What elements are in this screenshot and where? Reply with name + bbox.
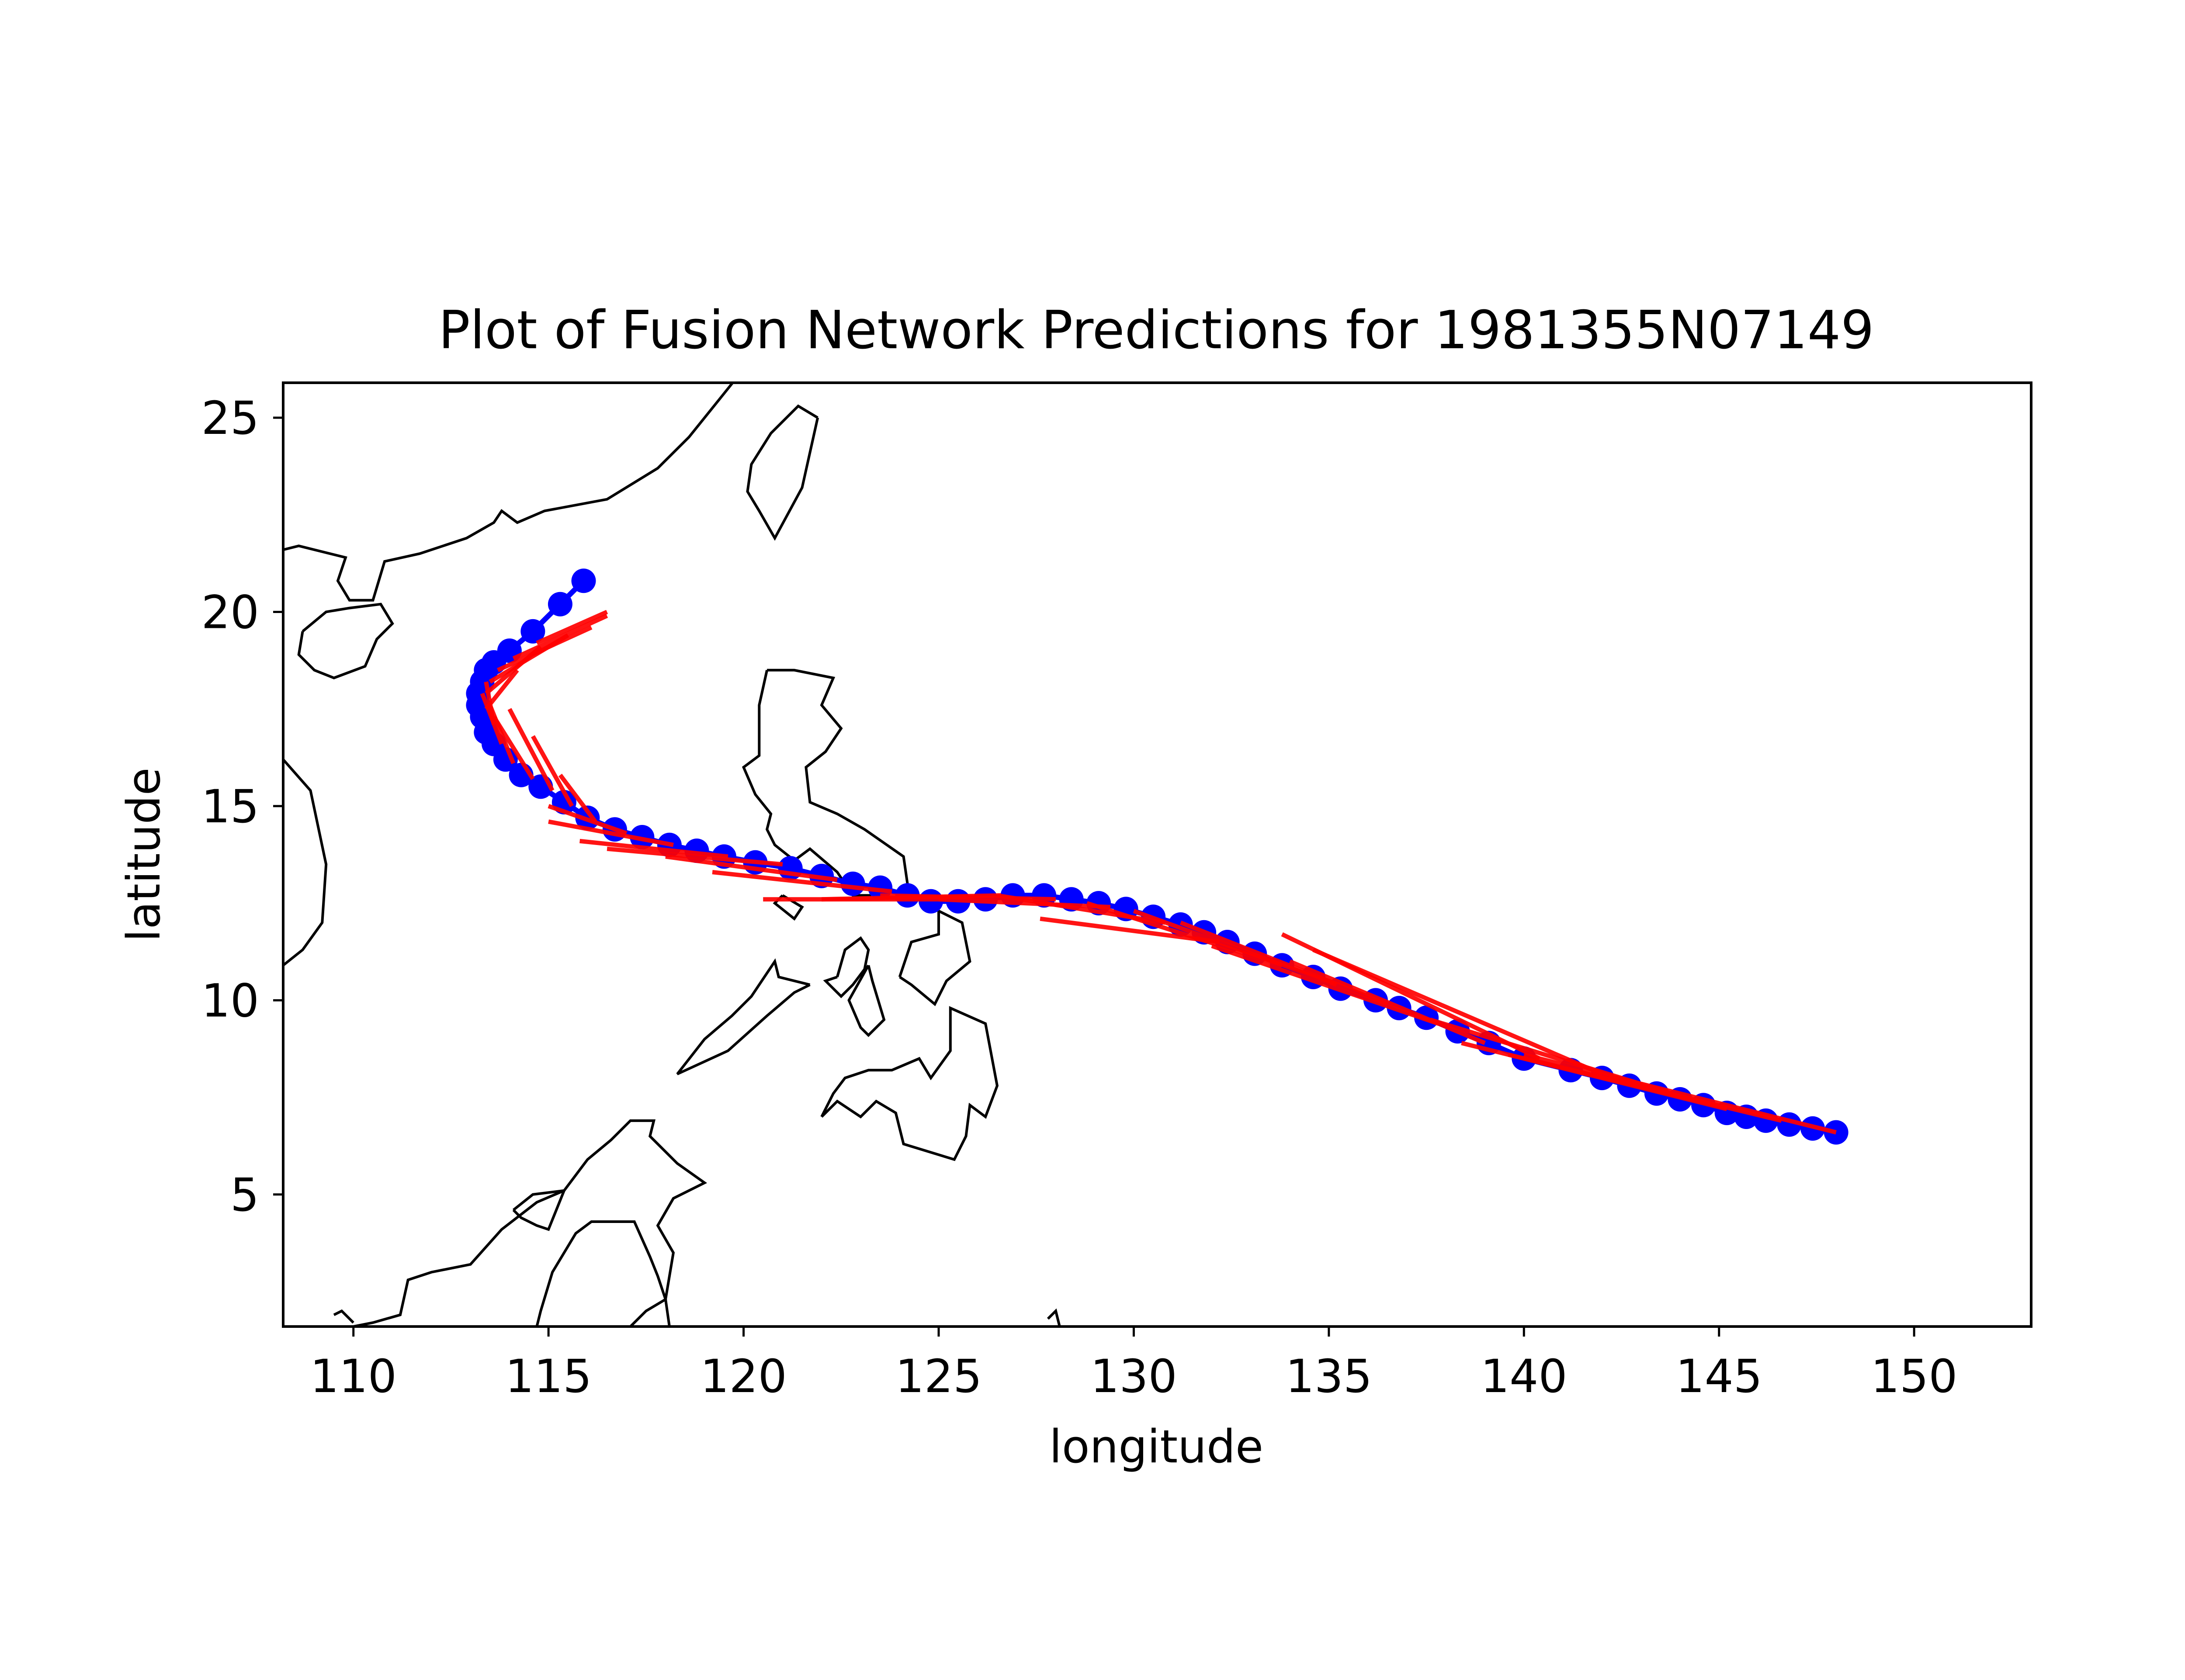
y-tick-label-10: 10 xyxy=(201,974,259,1027)
coastline-1 xyxy=(297,603,394,679)
prediction-segment-7 xyxy=(1211,944,1439,1026)
prediction-segment-5 xyxy=(1281,932,1541,1061)
prediction-segment-17 xyxy=(712,870,892,894)
y-tick-label-25: 25 xyxy=(201,391,259,445)
x-tick-label-125: 125 xyxy=(895,1350,982,1403)
axis-ticks: 110 115 120 125 130 135 140 145 150 5 10 15 20 25 xyxy=(201,391,1958,1403)
prediction-segment-0 xyxy=(1523,1052,1837,1135)
prediction-segment-30 xyxy=(484,669,519,710)
coastline-16 xyxy=(1047,1308,1061,1327)
prediction-segment-21 xyxy=(548,819,674,847)
y-axis-label: latitude xyxy=(117,768,170,942)
prediction-segment-19 xyxy=(607,846,783,867)
observed-track-point-36 xyxy=(840,871,865,896)
coastline-11 xyxy=(353,1119,708,1327)
observed-track-point-60 xyxy=(548,592,572,617)
y-tick-label-20: 20 xyxy=(201,585,259,639)
y-tick-label-15: 15 xyxy=(201,780,259,833)
prediction-segment-35 xyxy=(536,610,608,645)
plot-area xyxy=(283,383,1849,1327)
x-tick-label-120: 120 xyxy=(700,1350,787,1403)
x-tick-label-135: 135 xyxy=(1286,1350,1373,1403)
x-tick-label-115: 115 xyxy=(505,1350,592,1403)
prediction-segment-3 xyxy=(1429,1018,1673,1096)
x-tick-label-145: 145 xyxy=(1675,1350,1762,1403)
prediction-segment-9 xyxy=(1133,909,1338,987)
x-tick-label-150: 150 xyxy=(1871,1350,1958,1403)
prediction-segment-22 xyxy=(548,804,628,835)
observed-track-point-61 xyxy=(571,568,596,593)
prediction-segment-13 xyxy=(938,897,1111,909)
coastline-14 xyxy=(333,1309,354,1324)
prediction-segment-2 xyxy=(1461,1041,1727,1112)
coastline-13 xyxy=(535,1220,667,1327)
observed-track-point-59 xyxy=(520,619,545,644)
coastline-7 xyxy=(898,909,971,1006)
prediction-segment-18 xyxy=(665,854,838,882)
x-axis-label: longitude xyxy=(1049,1420,1263,1473)
coastline-0 xyxy=(283,383,735,602)
prediction-segment-33 xyxy=(497,625,593,672)
prediction-segment-23 xyxy=(558,773,597,823)
x-tick-label-140: 140 xyxy=(1481,1350,1568,1403)
prediction-segment-20 xyxy=(579,838,728,859)
plot-frame xyxy=(282,381,2032,1328)
coastline-3 xyxy=(283,759,328,966)
prediction-segment-24 xyxy=(531,735,574,807)
x-tick-label-110: 110 xyxy=(310,1350,397,1403)
chart-title: Plot of Fusion Network Predictions for 1… xyxy=(438,300,1874,361)
x-tick-label-130: 130 xyxy=(1090,1350,1177,1403)
coastline-9 xyxy=(676,958,811,1075)
prediction-segment-34 xyxy=(512,613,608,661)
prediction-segment-25 xyxy=(507,708,555,792)
coastline-8 xyxy=(847,964,886,1037)
y-tick-label-5: 5 xyxy=(230,1168,259,1222)
coastline-12 xyxy=(512,1189,566,1231)
prediction-segment-11 xyxy=(1040,916,1220,944)
coastline-2 xyxy=(746,404,819,541)
coastline-10 xyxy=(820,1006,999,1161)
coastline-6 xyxy=(823,936,870,998)
